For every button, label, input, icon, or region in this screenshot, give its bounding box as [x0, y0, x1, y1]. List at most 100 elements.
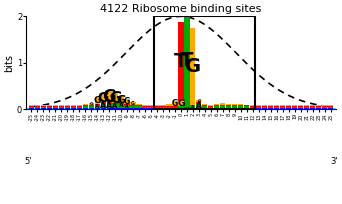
Text: G: G: [97, 91, 109, 105]
Bar: [179, 101, 184, 106]
Bar: [208, 104, 213, 106]
Text: G: G: [93, 96, 101, 105]
Bar: [298, 105, 303, 106]
Bar: [238, 105, 244, 106]
Bar: [316, 107, 321, 108]
Bar: [101, 102, 106, 103]
Bar: [167, 107, 172, 108]
Bar: [53, 107, 58, 108]
Text: A: A: [196, 101, 202, 110]
Bar: [190, 28, 196, 104]
Bar: [113, 104, 118, 108]
Bar: [70, 105, 76, 106]
Text: G: G: [131, 101, 135, 106]
Text: 5': 5': [24, 157, 32, 166]
Bar: [106, 92, 111, 102]
Bar: [226, 108, 232, 109]
Bar: [124, 108, 130, 109]
Bar: [310, 108, 315, 109]
Bar: [136, 106, 142, 108]
Bar: [226, 106, 232, 108]
Bar: [298, 106, 303, 107]
Bar: [41, 106, 46, 107]
Bar: [155, 108, 159, 109]
Bar: [82, 106, 88, 108]
Bar: [118, 108, 123, 109]
Bar: [238, 104, 244, 105]
Bar: [124, 105, 130, 108]
Bar: [328, 107, 333, 108]
Bar: [29, 108, 34, 109]
Bar: [232, 105, 237, 106]
Bar: [29, 105, 34, 106]
Bar: [196, 108, 201, 109]
Text: G: G: [185, 57, 201, 76]
Bar: [148, 106, 154, 107]
Bar: [35, 105, 40, 106]
Bar: [292, 107, 297, 108]
Bar: [47, 105, 52, 106]
Bar: [220, 106, 225, 108]
Bar: [220, 108, 225, 109]
Bar: [214, 105, 220, 106]
Bar: [77, 106, 82, 107]
Bar: [82, 105, 88, 106]
Bar: [82, 104, 88, 105]
Bar: [58, 107, 64, 108]
Bar: [322, 105, 327, 106]
Bar: [184, 108, 189, 109]
Bar: [106, 102, 111, 103]
Bar: [160, 106, 166, 107]
Bar: [160, 108, 166, 109]
Bar: [172, 108, 177, 109]
Bar: [118, 96, 123, 103]
Bar: [262, 105, 267, 106]
Bar: [184, 107, 189, 108]
Text: G: G: [109, 91, 121, 105]
Bar: [131, 105, 135, 106]
Bar: [304, 105, 310, 106]
Bar: [274, 108, 279, 109]
Bar: [208, 107, 213, 108]
Text: T: T: [180, 51, 194, 70]
Bar: [65, 106, 70, 107]
Bar: [113, 93, 118, 103]
Bar: [328, 105, 333, 106]
Bar: [316, 108, 321, 109]
Bar: [184, 15, 189, 105]
Bar: [113, 108, 118, 109]
Bar: [35, 107, 40, 108]
Text: A: A: [191, 105, 195, 109]
Bar: [316, 106, 321, 107]
Bar: [322, 106, 327, 107]
Bar: [232, 104, 237, 105]
Bar: [268, 107, 273, 108]
Bar: [58, 106, 64, 107]
Bar: [328, 108, 333, 109]
Bar: [244, 106, 249, 108]
Text: A: A: [95, 104, 99, 109]
Bar: [155, 107, 159, 108]
Bar: [106, 103, 111, 108]
Bar: [262, 106, 267, 107]
Bar: [280, 106, 285, 107]
Bar: [155, 106, 159, 107]
Bar: [131, 106, 135, 108]
Bar: [190, 108, 196, 109]
Bar: [202, 104, 208, 105]
Title: 4122 Ribosome binding sites: 4122 Ribosome binding sites: [100, 4, 262, 14]
Y-axis label: bits: bits: [4, 54, 14, 72]
Bar: [136, 105, 142, 106]
Text: G: G: [177, 99, 185, 108]
Bar: [268, 106, 273, 107]
Bar: [65, 107, 70, 108]
Bar: [179, 106, 184, 108]
Bar: [148, 105, 154, 106]
Bar: [58, 108, 64, 109]
Bar: [220, 103, 225, 105]
Bar: [143, 108, 147, 109]
Text: A: A: [119, 103, 123, 108]
Bar: [256, 105, 261, 106]
Bar: [202, 105, 208, 106]
Bar: [274, 107, 279, 108]
